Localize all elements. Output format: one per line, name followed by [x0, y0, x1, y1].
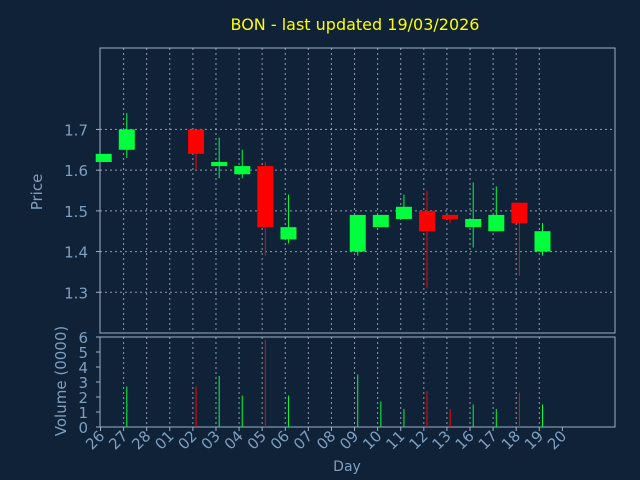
candle-body — [95, 153, 112, 162]
price-tick-label: 1.6 — [64, 162, 88, 180]
candle-body — [465, 219, 482, 228]
price-tick-label: 1.7 — [64, 121, 88, 139]
candle-body — [188, 129, 205, 154]
volume-tick-label: 3 — [78, 374, 88, 392]
candle-body — [349, 214, 366, 252]
candle-body — [211, 162, 228, 167]
x-axis-label: Day — [333, 459, 361, 475]
candle-body — [395, 206, 412, 219]
volume-axis-label: Volume (0000) — [52, 326, 70, 436]
candle-body — [511, 202, 528, 224]
volume-tick-label: 5 — [78, 344, 88, 362]
price-axis-label: Price — [28, 174, 46, 211]
candle-body — [234, 166, 251, 175]
price-panel-frame — [99, 47, 616, 334]
candle-body — [488, 214, 505, 232]
price-tick-label: 1.3 — [64, 284, 88, 302]
price-tick-label: 1.5 — [64, 203, 88, 221]
candle-body — [257, 166, 274, 228]
price-tick-label: 1.4 — [64, 244, 88, 262]
chart-title: BON - last updated 19/03/2026 — [231, 15, 480, 34]
candle-body — [534, 231, 551, 252]
candle-body — [372, 214, 389, 228]
candle-body — [118, 129, 135, 150]
price-panel: 1.3 1.4 1.5 1.6 1.7 — [64, 47, 616, 334]
volume-tick-label: 4 — [78, 359, 88, 377]
volume-tick-label: 0 — [78, 419, 88, 437]
volume-tick-label: 6 — [78, 329, 88, 347]
candle-body — [442, 214, 459, 219]
candle-body — [280, 227, 297, 240]
candle-body — [419, 210, 436, 232]
volume-tick-label: 1 — [78, 404, 88, 422]
volume-tick-label: 2 — [78, 389, 88, 407]
